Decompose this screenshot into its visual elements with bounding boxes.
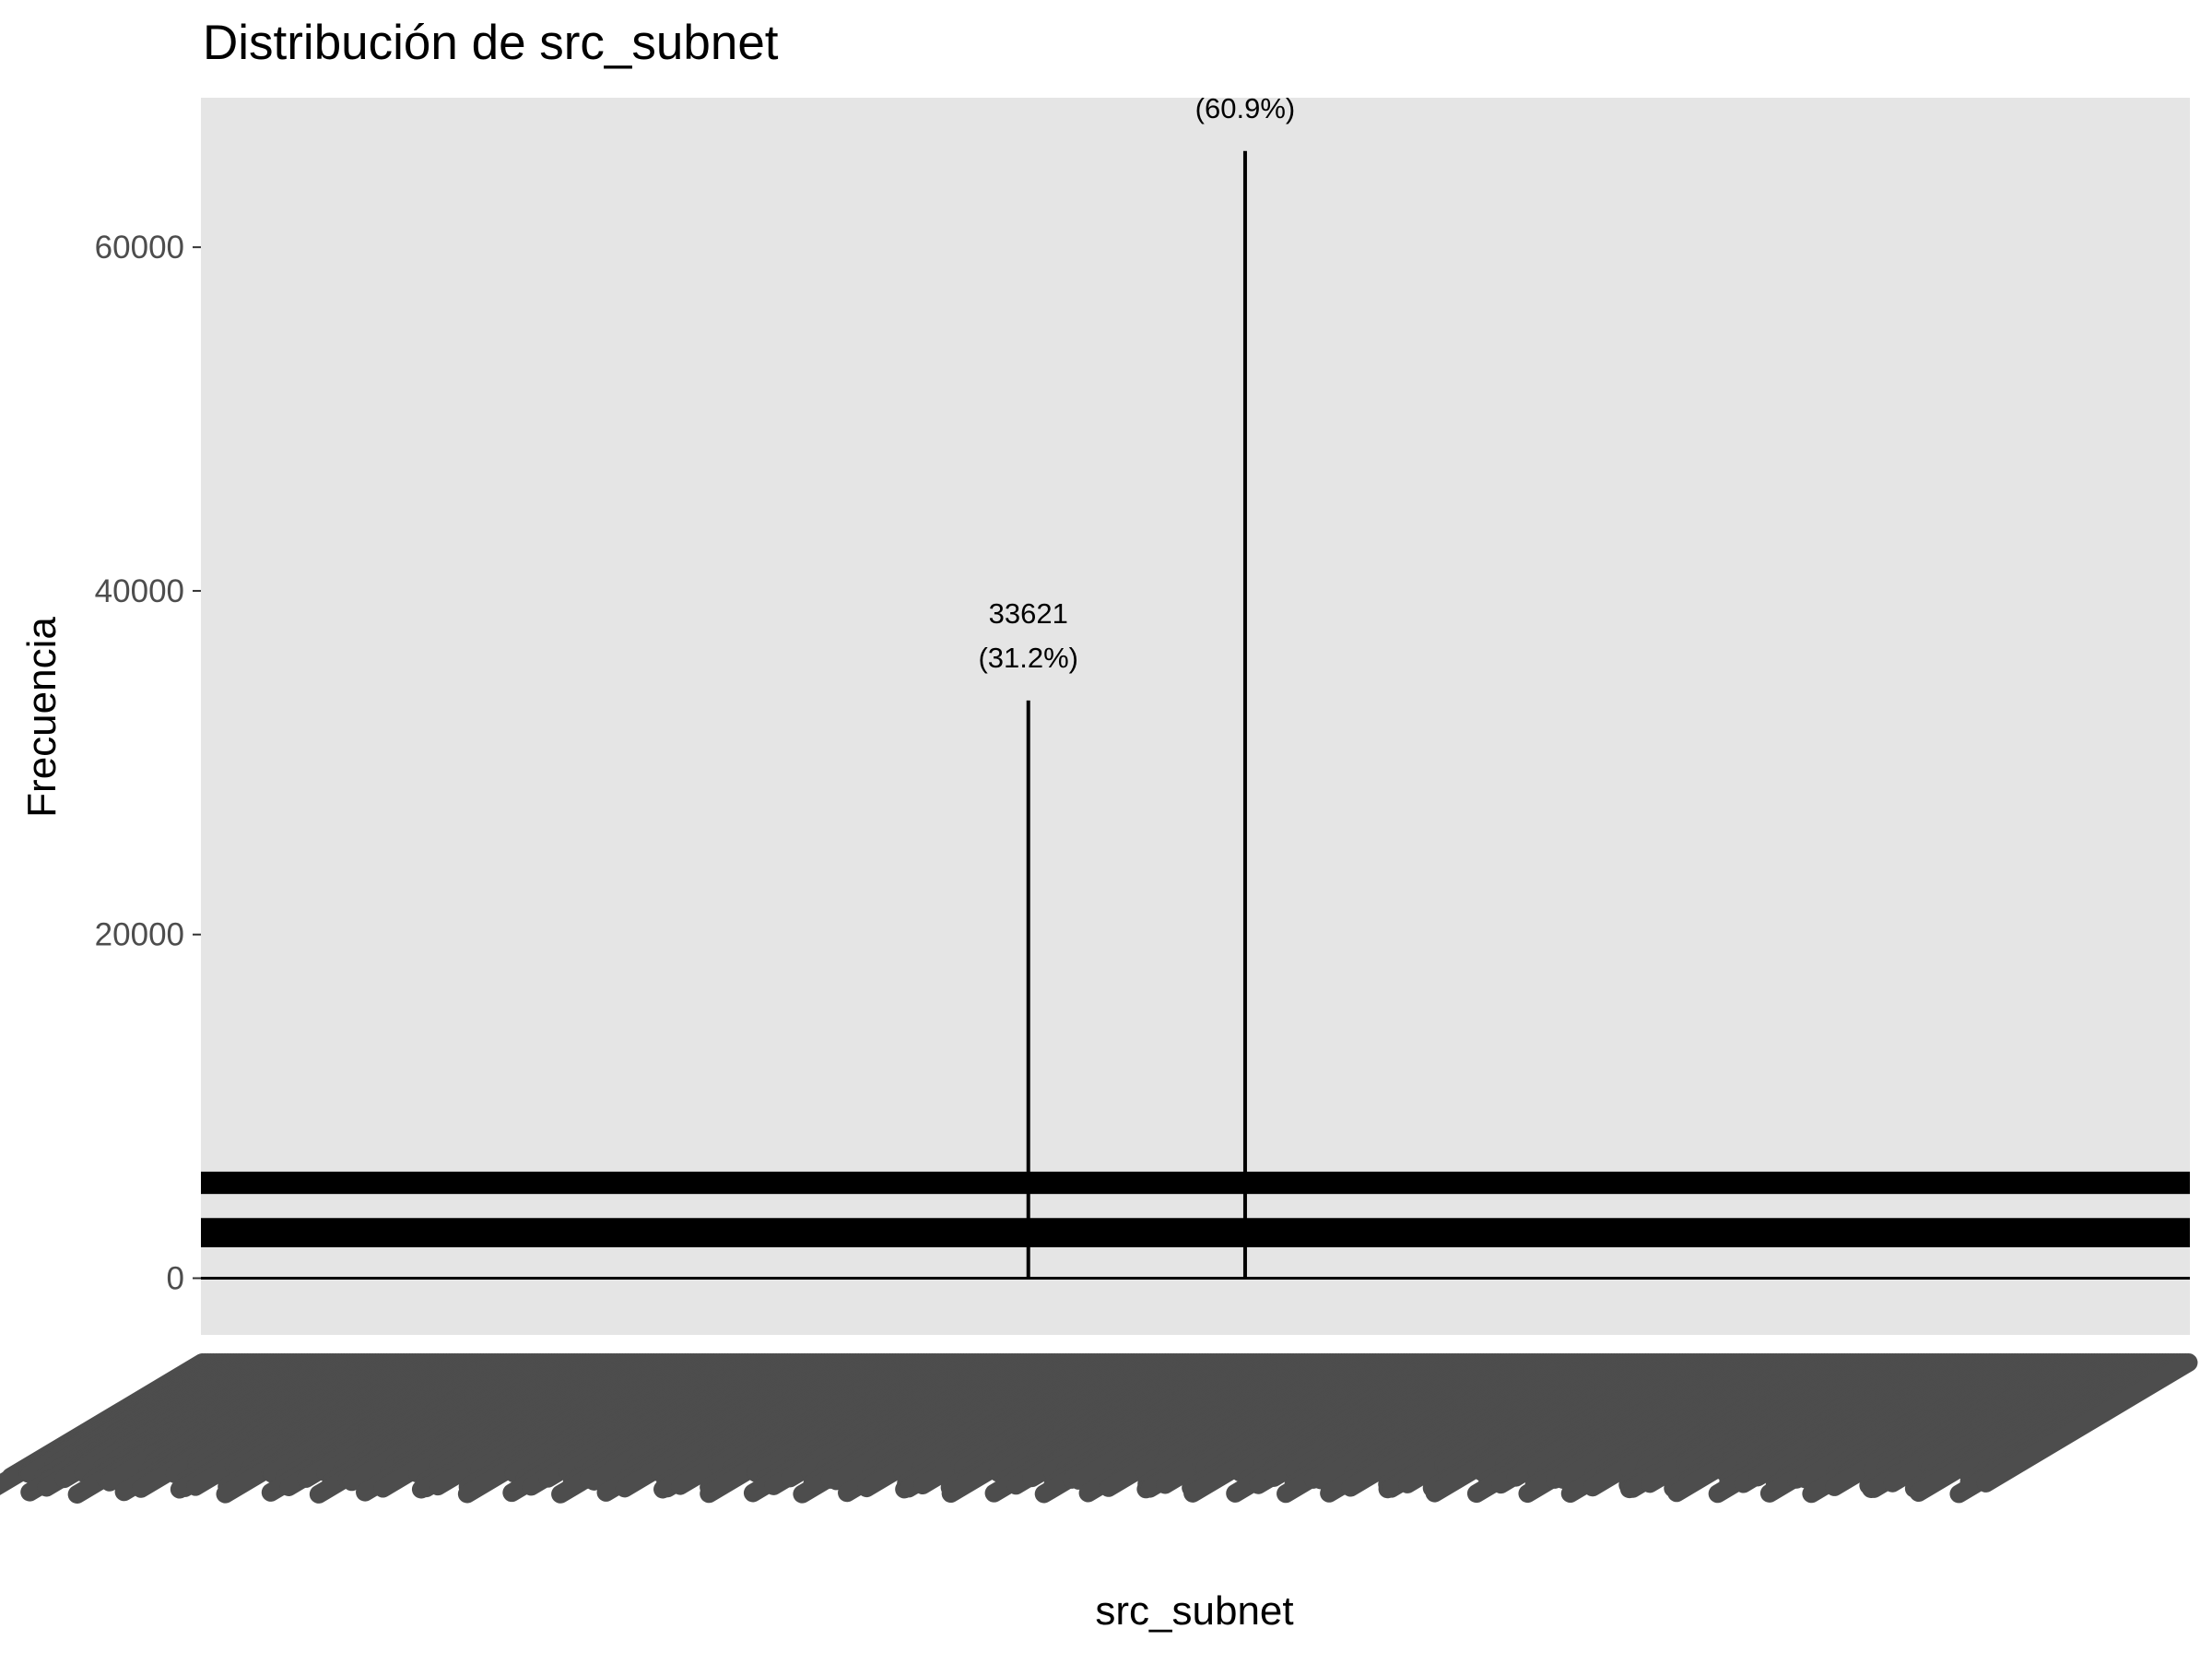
- bar-1: [1026, 700, 1030, 1279]
- chart-title: Distribución de src_subnet: [203, 16, 779, 70]
- y-axis-title: Frecuencia: [19, 617, 65, 818]
- x-tick-label: [1976, 1353, 2198, 1493]
- y-tick-label-2: 40000: [95, 573, 184, 609]
- y-tick-label-3: 60000: [95, 230, 184, 266]
- y-tick-label-0: 0: [167, 1260, 184, 1296]
- bar-pct-label-2: (60.9%): [1195, 92, 1296, 124]
- plot-panel: [201, 98, 2190, 1335]
- bar-pct-label-1: (31.2%): [978, 642, 1078, 674]
- bar-2: [1242, 150, 1247, 1279]
- bar-band-low: [201, 1218, 2190, 1247]
- bar-band-high: [201, 1171, 2190, 1195]
- y-tick-label-1: 20000: [95, 917, 184, 953]
- bar-count-label-1: 33621: [989, 597, 1068, 630]
- x-axis-title: src_subnet: [1095, 1588, 1293, 1634]
